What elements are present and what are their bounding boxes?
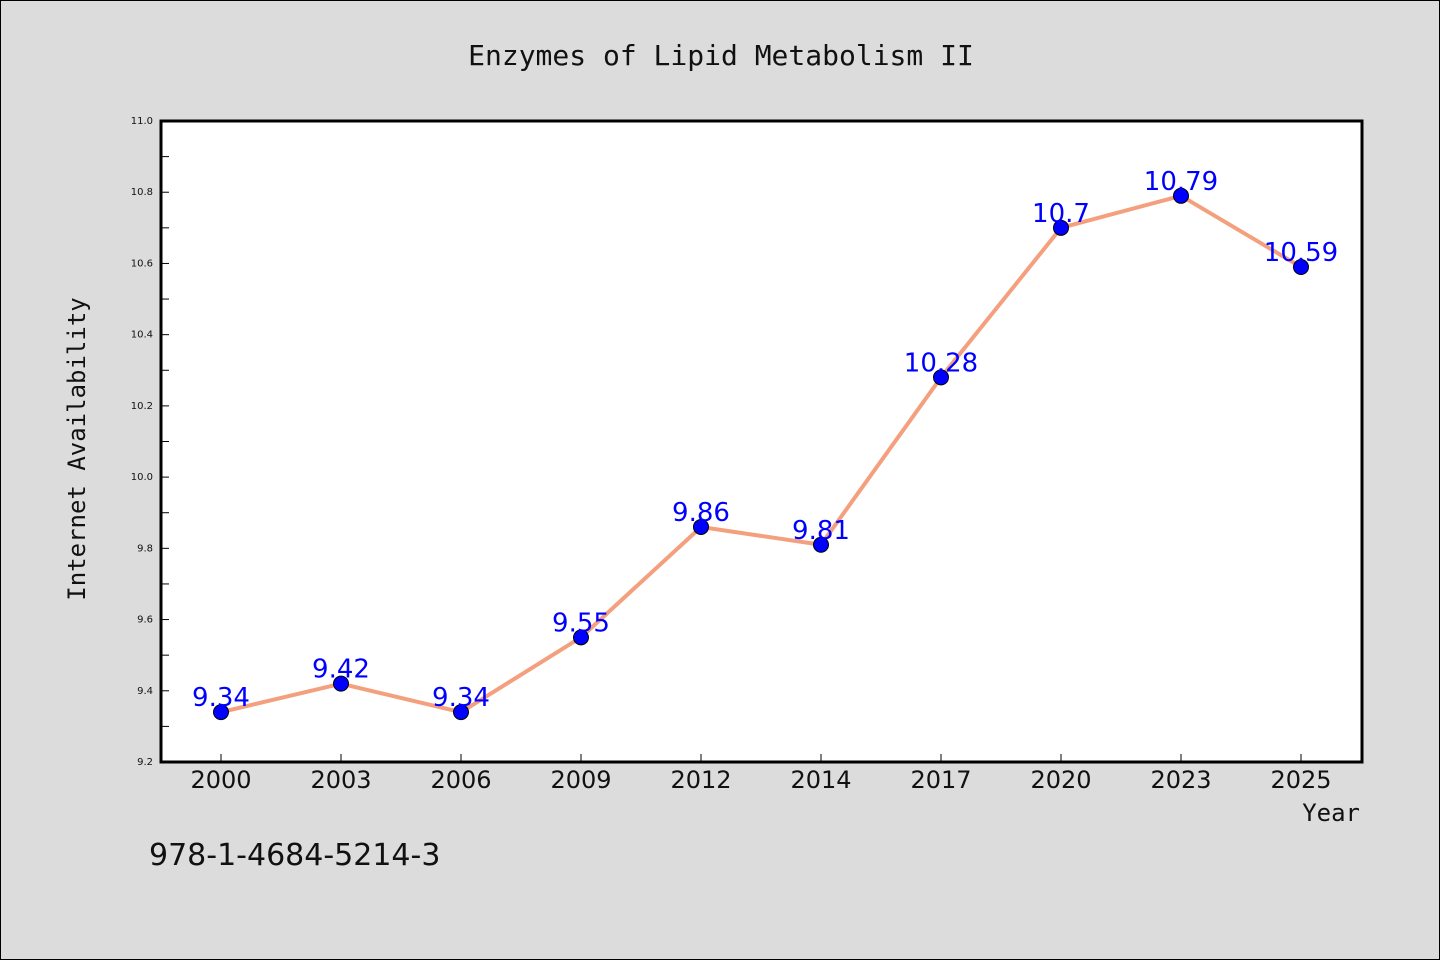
y-tick-label: 10.6 — [131, 258, 153, 269]
y-tick-label: 9.2 — [137, 757, 153, 768]
x-tick-label: 2006 — [430, 766, 491, 794]
x-axis: 2000 2003 2006 2009 2012 2014 2017 2020 2023 2025 — [190, 754, 1332, 794]
data-point — [213, 704, 229, 721]
data-label: 10.59 — [1264, 238, 1338, 268]
data-label: 9.55 — [552, 608, 610, 638]
data-point — [693, 518, 709, 535]
y-tick-label: 10.8 — [131, 187, 153, 198]
y-tick-label: 9.6 — [137, 615, 153, 626]
data-label: 10.79 — [1144, 167, 1218, 197]
y-tick-label: 9.8 — [137, 543, 153, 554]
data-point — [1053, 219, 1069, 236]
y-tick-label: 10.4 — [131, 330, 153, 341]
y-tick-label: 10.2 — [131, 401, 153, 412]
x-tick-label: 2012 — [670, 766, 731, 794]
x-tick-label: 2003 — [310, 766, 371, 794]
y-tick-label: 10.0 — [131, 472, 153, 483]
series-line — [220, 193, 1303, 715]
data-label: 9.81 — [792, 516, 850, 546]
y-tick-label: 9.4 — [137, 686, 153, 697]
data-label: 9.42 — [312, 655, 370, 685]
data-point — [933, 369, 949, 386]
data-label: 10.28 — [904, 348, 978, 378]
data-point — [1293, 259, 1309, 276]
data-label: 9.86 — [672, 498, 730, 528]
data-point — [813, 536, 829, 553]
data-point — [573, 629, 589, 646]
y-tick-label: 11.0 — [131, 116, 153, 127]
x-tick-label: 2017 — [910, 766, 971, 794]
x-axis-label: Year — [1302, 799, 1360, 827]
data-label: 9.34 — [432, 683, 490, 713]
x-tick-label: 2009 — [550, 766, 611, 794]
plot-area — [159, 119, 1364, 764]
data-label: 10.7 — [1032, 199, 1090, 229]
data-label: 9.34 — [192, 683, 250, 713]
data-point — [1173, 187, 1189, 204]
isbn-text: 978-1-4684-5214-3 — [149, 838, 440, 873]
x-tick-label: 2014 — [790, 766, 851, 794]
x-tick-label: 2023 — [1150, 766, 1211, 794]
x-tick-label: 2025 — [1270, 766, 1331, 794]
x-tick-label: 2000 — [190, 766, 251, 794]
y-axis: 9.2 9.4 9.6 9.8 10.0 10.2 10.4 10.6 10.8 11.0 — [131, 116, 169, 768]
chart-title: Enzymes of Lipid Metabolism II — [468, 39, 974, 72]
data-point — [333, 675, 349, 692]
series-layer: 9.34 9.42 9.34 9.55 9.86 9.81 10.28 10.7 10.79 10… — [192, 167, 1338, 721]
y-axis-label: Internet Availability — [63, 297, 91, 600]
x-tick-label: 2020 — [1030, 766, 1091, 794]
data-point — [453, 704, 469, 721]
